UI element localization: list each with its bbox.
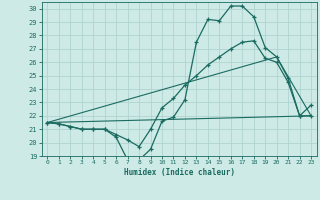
X-axis label: Humidex (Indice chaleur): Humidex (Indice chaleur)	[124, 168, 235, 177]
